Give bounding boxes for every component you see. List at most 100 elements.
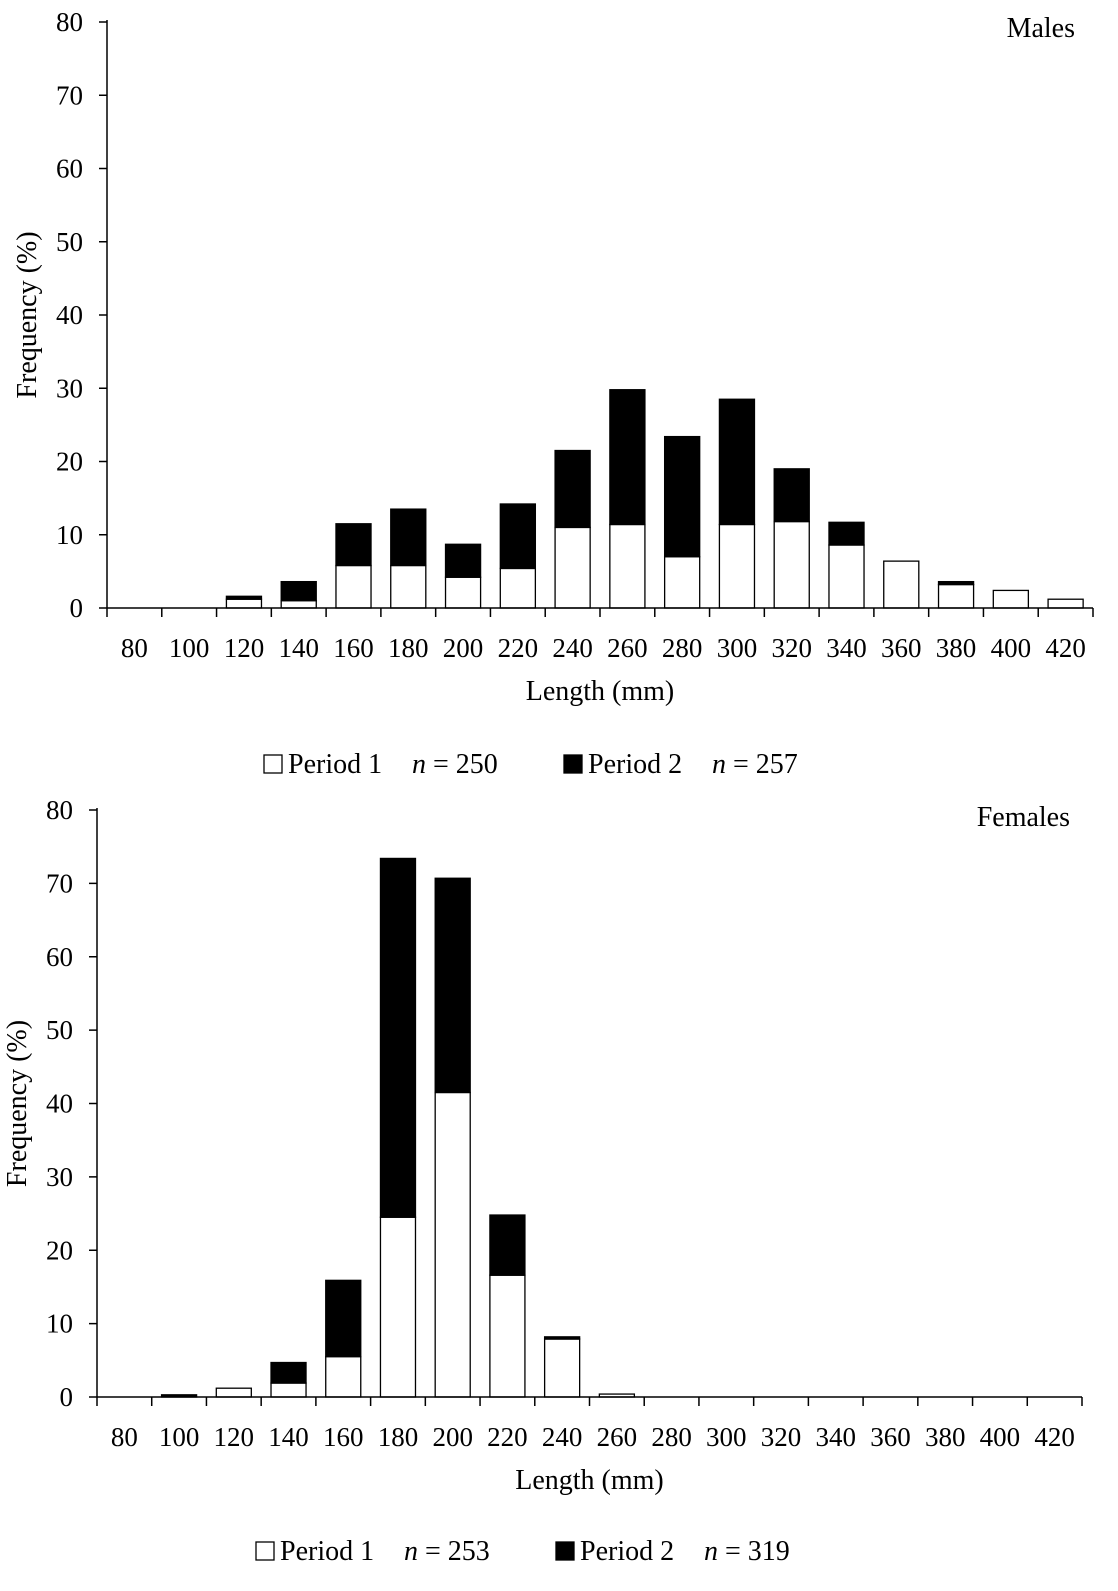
- legend-label-period-1: Period 1: [280, 1536, 374, 1567]
- x-axis-title: Length (mm): [515, 1465, 664, 1496]
- y-tick-label: 0: [60, 1382, 74, 1412]
- legend: Period 1 n = 253 Period 2 n = 319: [255, 1536, 790, 1567]
- y-axis-title: Frequency (%): [2, 1020, 33, 1187]
- bar-240-period-1: [543, 1338, 581, 1398]
- x-tick-label: 140: [268, 1422, 309, 1452]
- legend-label-period-2: Period 2: [588, 749, 682, 780]
- bar-160-period-1: [325, 1355, 362, 1398]
- legend-swatch-period-1: [255, 1541, 275, 1561]
- bar-180-period-2: [379, 857, 417, 1218]
- bar-300-period-2: [718, 398, 756, 526]
- y-tick-label: 40: [56, 300, 83, 330]
- x-tick-label: 220: [498, 633, 539, 663]
- x-tick-label: 220: [487, 1422, 528, 1452]
- y-axis-title: Frequency (%): [12, 231, 43, 398]
- bar-120-period-1: [225, 598, 263, 609]
- bar-160-period-2: [335, 523, 372, 567]
- y-tick-label: 10: [56, 520, 83, 550]
- bar-320-period-1: [773, 520, 810, 609]
- x-tick-label: 280: [651, 1422, 692, 1452]
- bar-280-period-2: [663, 435, 701, 558]
- bar-360-period-1: [883, 560, 920, 609]
- legend-label-period-1: Period 1: [288, 749, 382, 780]
- chart-panel-females: 0 10 20 30 40 50 60 70 80 80 100 120 140 160 180 200 220…: [2, 795, 1083, 1567]
- panel-label: Females: [977, 802, 1070, 833]
- x-tick-label: 240: [552, 633, 593, 663]
- bar-140-period-1: [270, 1382, 307, 1398]
- bar-260-period-1: [609, 523, 646, 609]
- x-tick-label: 360: [881, 633, 922, 663]
- x-tick-label: 100: [169, 633, 210, 663]
- x-axis-title: Length (mm): [526, 676, 675, 707]
- y-tick-label: 0: [70, 593, 84, 623]
- bar-300-period-1: [718, 523, 756, 609]
- chart-panel-males: 0 10 20 30 40 50 60 70 80 80 100 120 140 160 180 200 220…: [12, 7, 1094, 780]
- x-tick-label: 80: [111, 1422, 138, 1452]
- x-tick-label: 140: [278, 633, 319, 663]
- x-tick-label: 180: [388, 633, 429, 663]
- legend-n-period-1: n = 250: [412, 749, 498, 780]
- x-tick-label: 120: [224, 633, 265, 663]
- bar-200-period-1: [434, 1091, 471, 1398]
- bar-400-period-1: [992, 589, 1030, 609]
- y-tick-label: 40: [46, 1089, 73, 1119]
- bar-200-period-2: [444, 543, 482, 578]
- bar-120-period-1: [215, 1387, 252, 1398]
- y-tick-label: 10: [46, 1309, 73, 1339]
- bar-260-period-2: [609, 389, 646, 526]
- bar-220-period-1: [499, 567, 537, 609]
- y-tick-label: 50: [46, 1015, 73, 1045]
- bar-160-period-1: [335, 564, 372, 609]
- legend-swatch-period-2: [563, 754, 583, 774]
- bar-180-period-1: [390, 564, 427, 609]
- x-tick-label: 160: [323, 1422, 364, 1452]
- x-tick-label: 400: [991, 633, 1032, 663]
- bar-200-period-1: [444, 576, 482, 609]
- x-tick-label: 320: [771, 633, 812, 663]
- bar-380-period-1: [937, 583, 975, 609]
- legend-label-period-2: Period 2: [580, 1536, 674, 1567]
- bar-140-period-2: [270, 1361, 307, 1384]
- y-tick-label: 20: [46, 1235, 73, 1265]
- x-tick-label: 420: [1045, 633, 1086, 663]
- y-tick-label: 60: [56, 154, 83, 184]
- x-tick-label: 380: [925, 1422, 966, 1452]
- legend-swatch-period-2: [555, 1541, 575, 1561]
- x-tick-label: 200: [432, 1422, 473, 1452]
- bar-380-period-2: [937, 580, 975, 586]
- y-tick-label: 50: [56, 227, 83, 257]
- x-tick-label: 260: [597, 1422, 638, 1452]
- x-tick-label: 180: [378, 1422, 419, 1452]
- x-tick-label: 160: [333, 633, 374, 663]
- y-tick-label: 30: [56, 373, 83, 403]
- x-tick-label: 320: [761, 1422, 802, 1452]
- x-tick-label: 400: [980, 1422, 1021, 1452]
- bar-140-period-2: [280, 580, 317, 602]
- legend-n-period-2: n = 319: [704, 1536, 790, 1567]
- x-tick-label: 420: [1034, 1422, 1075, 1452]
- x-tick-label: 120: [214, 1422, 255, 1452]
- legend-n-period-2: n = 257: [712, 749, 798, 780]
- x-tick-label: 360: [870, 1422, 911, 1452]
- bar-180-period-1: [379, 1216, 417, 1398]
- bar-320-period-2: [773, 468, 810, 523]
- x-tick-label: 260: [607, 633, 648, 663]
- bar-220-period-1: [489, 1274, 526, 1398]
- bar-120-period-2: [225, 595, 263, 600]
- bar-280-period-1: [663, 556, 701, 609]
- bar-200-period-2: [434, 877, 471, 1094]
- bar-160-period-2: [325, 1279, 362, 1358]
- y-tick-label: 70: [46, 868, 73, 898]
- bar-220-period-2: [489, 1214, 526, 1276]
- x-tick-label: 300: [706, 1422, 747, 1452]
- y-tick-label: 30: [46, 1162, 73, 1192]
- y-tick-label: 60: [46, 942, 73, 972]
- bar-420-period-1: [1047, 598, 1084, 609]
- panel-label: Males: [1007, 13, 1075, 44]
- y-tick-label: 20: [56, 447, 83, 477]
- x-tick-label: 80: [121, 633, 148, 663]
- bar-180-period-2: [390, 508, 427, 567]
- y-tick-label: 80: [56, 7, 83, 37]
- x-tick-label: 300: [717, 633, 758, 663]
